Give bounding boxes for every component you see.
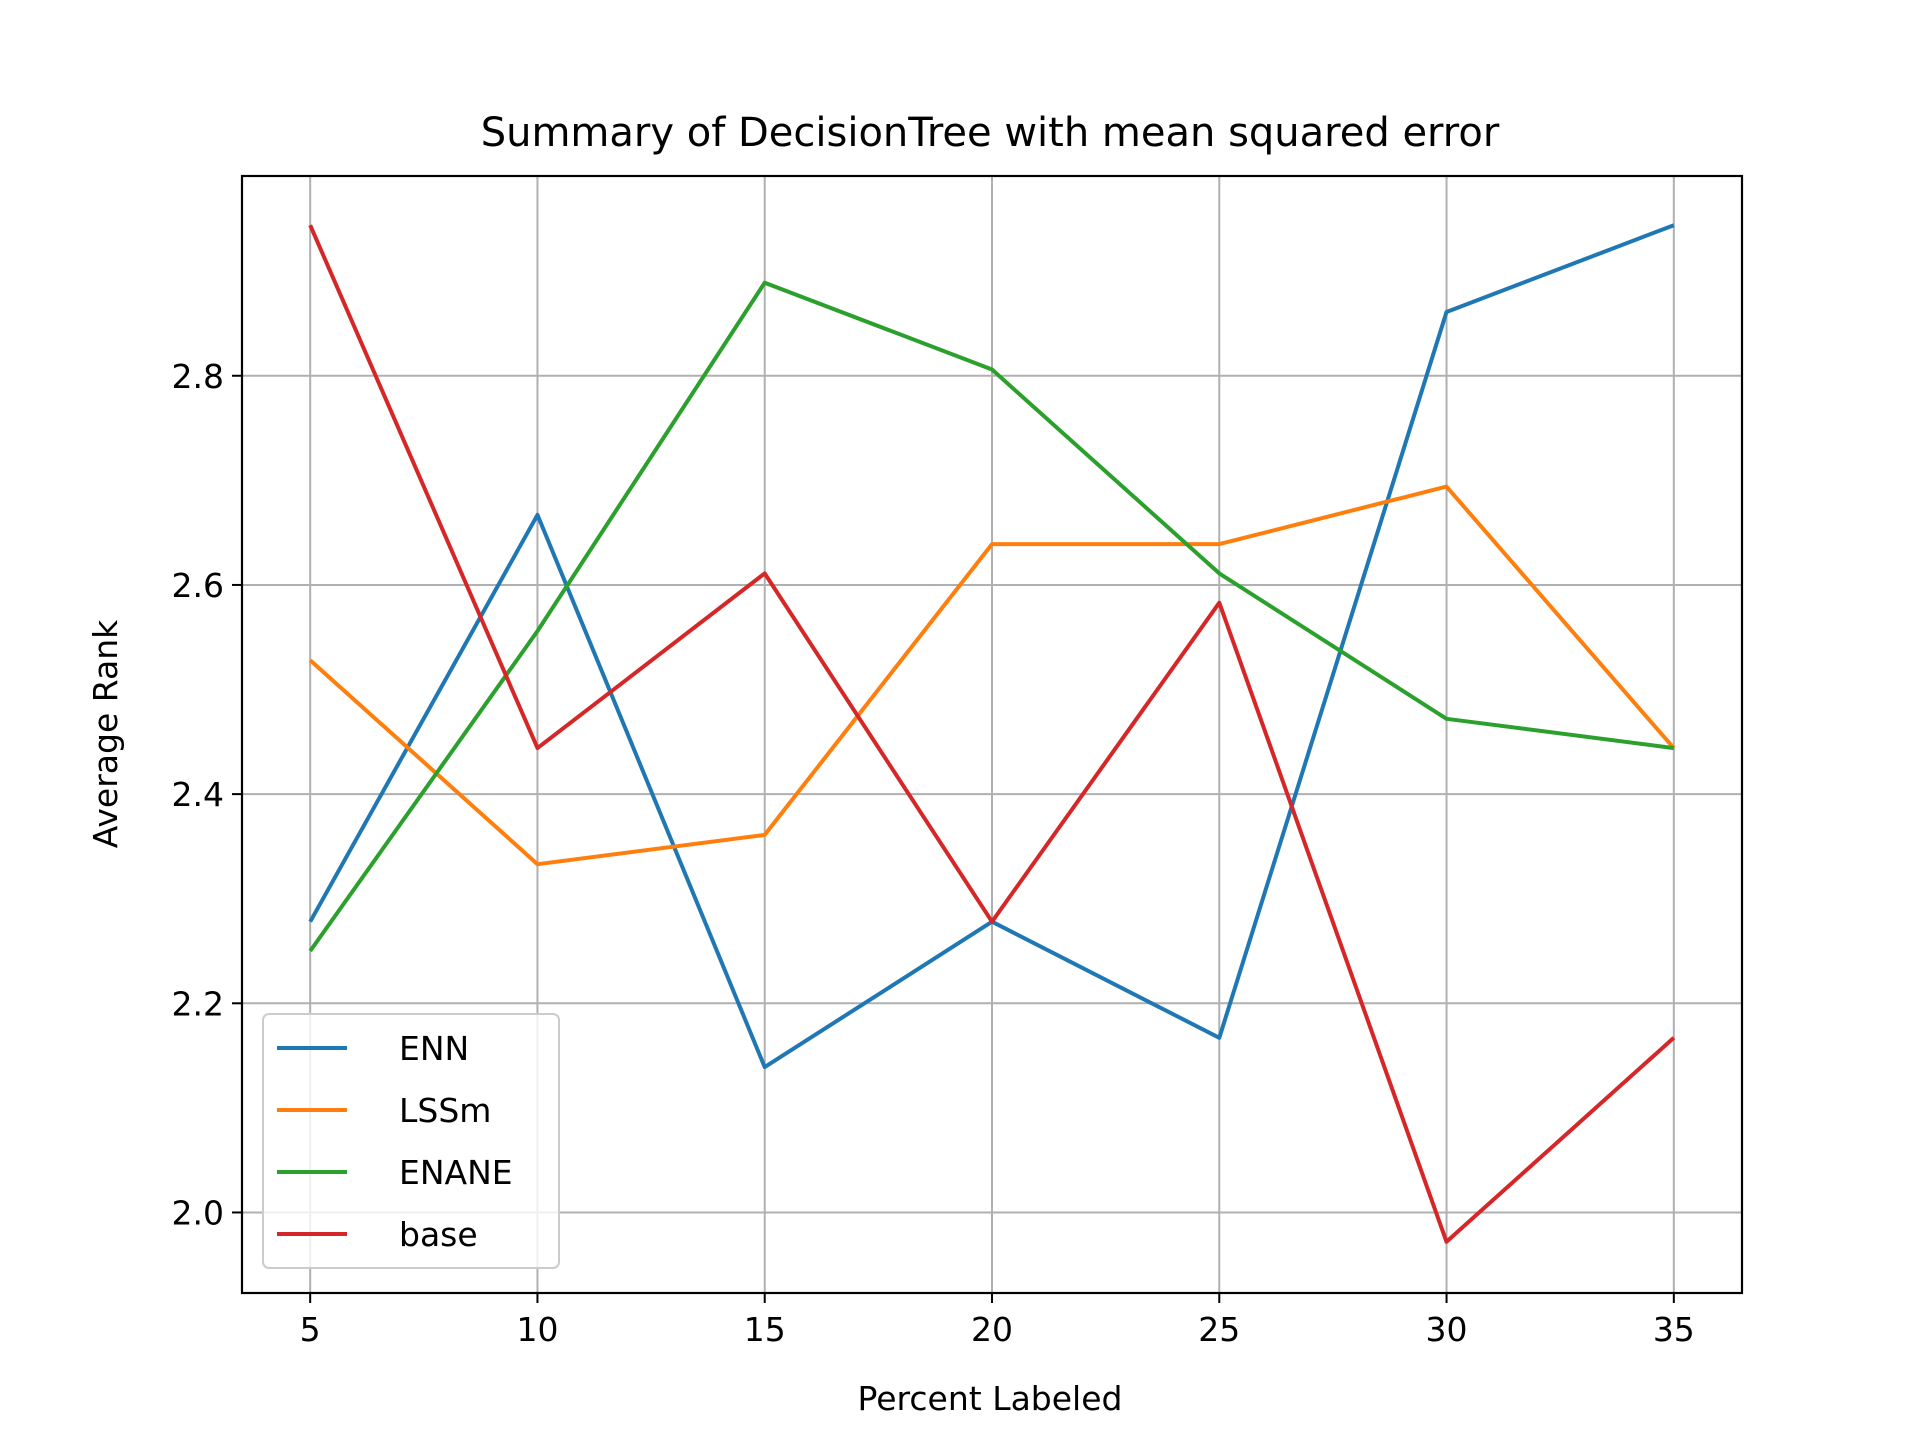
legend-label: base [399, 1215, 478, 1254]
y-axis: 2.0 2.2 2.4 2.6 2.8 [172, 357, 242, 1232]
x-tick-label: 5 [300, 1310, 321, 1349]
y-axis-label: Average Rank [86, 619, 125, 848]
legend: ENN LSSm ENANE base [262, 1013, 560, 1269]
y-tick-label: 2.8 [172, 357, 224, 396]
series-line-enane [308, 280, 1675, 953]
y-tick-label: 2.4 [172, 775, 224, 814]
x-tick-label: 35 [1653, 1310, 1695, 1349]
legend-label: ENANE [399, 1153, 513, 1192]
x-tick-label: 30 [1426, 1310, 1468, 1349]
x-tick-label: 25 [1198, 1310, 1240, 1349]
x-tick-label: 10 [516, 1310, 558, 1349]
x-tick-label: 20 [971, 1310, 1013, 1349]
y-tick-label: 2.2 [172, 984, 224, 1023]
legend-label: LSSm [399, 1091, 491, 1130]
chart-title: Summary of DecisionTree with mean square… [481, 110, 1500, 156]
x-axis: 5 10 15 20 25 30 35 [300, 1293, 1695, 1349]
x-axis-label: Percent Labeled [858, 1379, 1123, 1418]
y-tick-label: 2.6 [172, 566, 224, 605]
y-tick-label: 2.0 [172, 1193, 224, 1232]
series-line-lssm [308, 484, 1676, 867]
series-lines [308, 223, 1676, 1244]
series-line-base [308, 224, 1676, 1244]
legend-label: ENN [399, 1029, 469, 1068]
legend-box [262, 1013, 560, 1269]
x-tick-label: 15 [744, 1310, 786, 1349]
